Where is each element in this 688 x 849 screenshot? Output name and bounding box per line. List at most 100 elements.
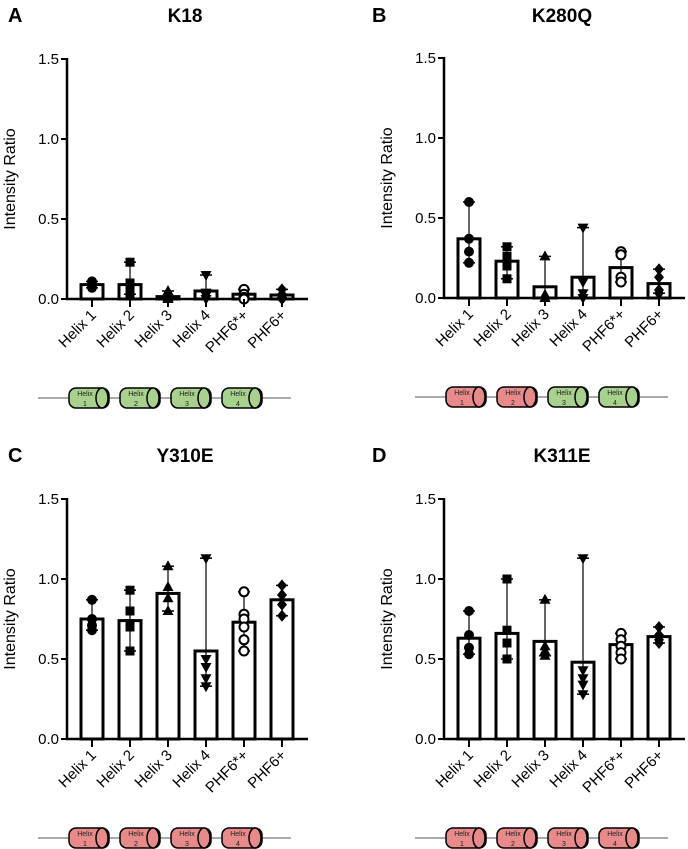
bar bbox=[79, 617, 105, 741]
marker-open-circle bbox=[238, 621, 250, 633]
marker-circle bbox=[464, 246, 474, 257]
y-tick-label: 0.0 bbox=[38, 291, 59, 308]
marker-square bbox=[125, 585, 135, 595]
helix-label: Helix bbox=[505, 390, 521, 397]
x-tick-label: Helix 3 bbox=[131, 747, 175, 791]
x-tick-label: PHF6*+ bbox=[579, 747, 629, 797]
helix-cylinder: Helix 3 bbox=[547, 827, 589, 849]
marker-diamond bbox=[277, 609, 287, 622]
x-tick-label: PHF6+ bbox=[621, 306, 666, 351]
helix-number: 3 bbox=[562, 841, 566, 848]
helix-cylinder: Helix 3 bbox=[547, 386, 589, 408]
panel-b: B K280Q Intensity Ratio 0.0 0.5 1.0 1.5 Helix 1… bbox=[372, 5, 685, 408]
marker-square bbox=[502, 242, 512, 252]
y-tick-label: 1.5 bbox=[415, 50, 436, 67]
marker-triangle-up bbox=[539, 593, 551, 604]
helix-cylinder: Helix 3 bbox=[170, 827, 212, 849]
marker-triangle-up bbox=[162, 592, 174, 603]
marker-square bbox=[125, 289, 135, 299]
y-tick-label: 1.0 bbox=[38, 131, 59, 148]
helix-number: 1 bbox=[460, 841, 464, 848]
panel-c: C Y310E Intensity Ratio 0.0 0.5 1.0 1.5 Helix 1… bbox=[2, 445, 308, 849]
helix-label: Helix bbox=[607, 831, 623, 838]
panel-title: K18 bbox=[168, 6, 203, 27]
helix-cylinder: Helix 1 bbox=[68, 387, 110, 409]
helix-cylinder: Helix 4 bbox=[598, 827, 640, 849]
helix-number: 3 bbox=[185, 841, 189, 848]
helix-cylinder: Helix 4 bbox=[221, 387, 263, 409]
bar bbox=[646, 635, 672, 741]
marker-square bbox=[502, 274, 512, 284]
helix-number: 2 bbox=[134, 401, 138, 408]
helix-label: Helix bbox=[77, 831, 93, 838]
marker-diamond bbox=[654, 263, 664, 276]
marker-square bbox=[502, 625, 512, 635]
x-tick-label: Helix 1 bbox=[55, 747, 99, 791]
marker-circle bbox=[464, 233, 474, 244]
helix-number: 4 bbox=[613, 841, 617, 848]
helix-cylinder: Helix 2 bbox=[496, 827, 538, 849]
x-tick-label: PHF6*+ bbox=[202, 747, 252, 797]
marker-circle bbox=[464, 257, 474, 268]
marker-triangle-up bbox=[162, 293, 174, 303]
helix-number: 1 bbox=[460, 400, 464, 407]
y-tick-label: 0.5 bbox=[38, 651, 59, 668]
marker-open-circle bbox=[238, 586, 250, 598]
marker-triangle-up bbox=[162, 581, 174, 591]
x-tick-label: Helix 3 bbox=[131, 307, 175, 351]
marker-triangle-down bbox=[577, 223, 589, 234]
marker-open-circle bbox=[615, 249, 627, 261]
x-tick-label: Helix 2 bbox=[470, 306, 514, 350]
helix-cylinder: Helix 2 bbox=[119, 387, 161, 409]
marker-diamond bbox=[654, 621, 664, 633]
y-tick-label: 0.5 bbox=[38, 211, 59, 228]
y-axis-label: Intensity Ratio bbox=[379, 568, 396, 669]
marker-circle bbox=[464, 649, 474, 660]
marker-triangle-up bbox=[162, 605, 174, 615]
helix-cylinder: Helix 2 bbox=[496, 386, 538, 408]
x-tick-label: Helix 3 bbox=[508, 747, 552, 791]
helix-number: 3 bbox=[185, 401, 189, 408]
y-tick-label: 0.0 bbox=[415, 731, 436, 748]
x-tick-label: Helix 1 bbox=[432, 747, 476, 791]
helix-label: Helix bbox=[556, 390, 572, 397]
helix-label: Helix bbox=[454, 390, 470, 397]
panel-letter: A bbox=[8, 5, 22, 27]
x-tick-label: PHF6+ bbox=[244, 747, 289, 792]
panel-letter: D bbox=[372, 445, 386, 467]
helix-label: Helix bbox=[556, 831, 572, 838]
helix-label: Helix bbox=[454, 831, 470, 838]
marker-triangle-down bbox=[200, 655, 212, 665]
marker-square bbox=[502, 261, 512, 271]
helix-label: Helix bbox=[505, 831, 521, 838]
helix-number: 3 bbox=[562, 400, 566, 407]
marker-triangle-down bbox=[577, 666, 589, 677]
x-tick-label: PHF6+ bbox=[244, 307, 289, 352]
marker-triangle-down bbox=[200, 663, 212, 673]
marker-diamond bbox=[654, 271, 664, 284]
helix-number: 4 bbox=[236, 841, 240, 848]
helix-label: Helix bbox=[230, 831, 246, 838]
marker-square bbox=[502, 654, 512, 664]
y-axis-label: Intensity Ratio bbox=[2, 128, 19, 229]
marker-diamond bbox=[277, 589, 287, 601]
marker-diamond bbox=[277, 579, 287, 592]
helix-label: Helix bbox=[179, 391, 195, 398]
helix-label: Helix bbox=[128, 391, 144, 398]
marker-triangle-down bbox=[200, 554, 212, 565]
panel-title: K280Q bbox=[532, 6, 592, 27]
marker-circle bbox=[87, 625, 97, 636]
marker-triangle-down bbox=[577, 674, 589, 685]
panel-title: K311E bbox=[533, 446, 590, 467]
y-axis-label: Intensity Ratio bbox=[2, 568, 19, 669]
marker-triangle-down bbox=[577, 554, 589, 565]
panel-title: Y310E bbox=[156, 446, 213, 467]
helix-number: 2 bbox=[134, 841, 138, 848]
x-tick-label: Helix 2 bbox=[93, 747, 137, 791]
helix-number: 1 bbox=[83, 841, 87, 848]
marker-circle bbox=[464, 197, 474, 207]
marker-diamond bbox=[654, 637, 664, 649]
helix-label: Helix bbox=[77, 391, 93, 398]
